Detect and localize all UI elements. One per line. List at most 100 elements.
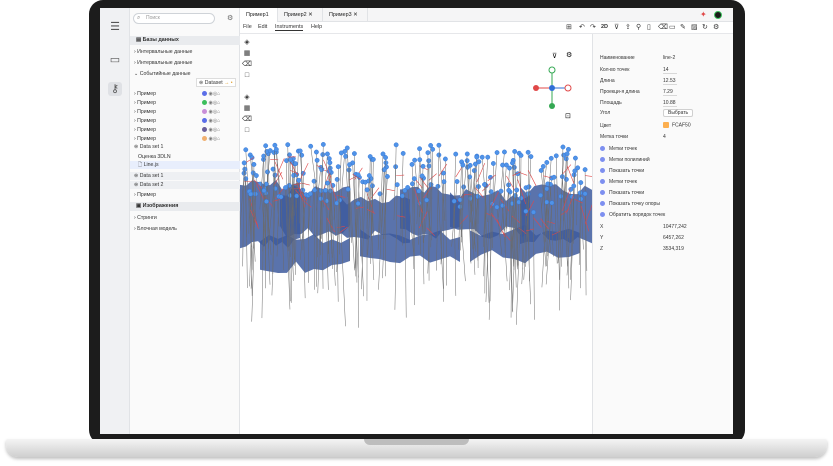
collar-point[interactable] [474,154,480,160]
collar-point[interactable] [324,198,330,204]
collar-point[interactable] [525,149,531,155]
collar-point[interactable] [545,181,551,187]
collar-point[interactable] [566,146,571,152]
point-cloud-scene[interactable] [240,34,592,434]
settings-icon[interactable]: ⚙ [713,24,720,31]
square-icon[interactable]: □ [244,127,250,134]
collar-point[interactable] [571,172,577,178]
collar-point[interactable] [538,168,544,173]
tree-block-model[interactable]: › Блочная модель [134,226,177,232]
collar-point[interactable] [558,193,564,199]
tree-example-1[interactable]: › Пример ◉◎⌂ [134,91,221,97]
collar-point[interactable] [264,199,269,204]
collar-point[interactable] [366,173,372,178]
gizmo-y-handle[interactable] [548,66,556,74]
collar-point[interactable] [344,145,350,151]
collar-point[interactable] [509,201,515,206]
collar-point[interactable] [571,183,577,189]
collar-point[interactable] [291,172,297,178]
collar-point[interactable] [308,143,314,149]
collar-point[interactable] [263,181,269,187]
collar-point[interactable] [510,160,515,166]
layer-color-dot[interactable] [202,136,207,142]
collar-point[interactable] [261,153,267,159]
collar-point[interactable] [506,187,512,193]
collar-point[interactable] [436,152,442,158]
2d-toggle[interactable]: 2D [601,24,609,30]
rocket-icon[interactable]: ✦ [700,10,707,19]
tree-example-6[interactable]: › Пример ◉◎⌂ [134,136,221,142]
collar-point[interactable] [385,174,390,179]
collar-point[interactable] [346,167,352,173]
collar-point[interactable] [514,187,520,193]
collar-point[interactable] [323,187,328,193]
collar-point[interactable] [482,182,487,187]
settings-icon[interactable]: ⚙ [227,15,234,22]
collar-point[interactable] [270,166,276,172]
tree-interval-2[interactable]: › Интервальные данные [134,60,193,66]
collar-point[interactable] [544,199,549,205]
eraser-icon[interactable]: ⌫ [658,24,668,31]
collar-point[interactable] [453,151,459,157]
collar-point[interactable] [364,187,370,193]
cube-icon[interactable]: ◈ [244,94,250,101]
collar-point[interactable] [436,142,442,148]
pencil-icon[interactable]: ✎ [680,24,686,31]
tree-estimate[interactable]: Оценка 3DLN [138,153,171,161]
3d-viewport[interactable]: ◈ ▦ ⌫ □ ◈ ▦ ⌫ □ ⊽ ⚙ ⊡ [240,34,592,434]
close-icon[interactable]: ✕ [353,12,358,18]
collar-point[interactable] [518,195,524,201]
avatar[interactable] [714,11,722,19]
images-header[interactable]: ▣ Изображения [130,202,240,211]
collar-point[interactable] [564,151,570,157]
collar-point[interactable] [318,196,324,202]
collar-point[interactable] [540,163,546,169]
collar-point[interactable] [582,191,588,197]
layer-color-dot[interactable] [202,109,207,115]
option-checkbox[interactable]: Метки полилиний [600,156,650,164]
collar-point[interactable] [297,148,303,154]
collar-point[interactable] [494,204,500,210]
collar-point[interactable] [293,161,298,167]
collar-point[interactable] [551,174,557,180]
collar-point[interactable] [381,167,387,173]
collar-point[interactable] [573,155,578,161]
collar-point[interactable] [417,157,423,163]
proj-length-value[interactable]: 7.29 [663,89,677,96]
collar-point[interactable] [283,185,288,190]
collar-point[interactable] [560,144,566,150]
collar-point[interactable] [426,163,432,169]
collar-point[interactable] [426,158,432,164]
collar-point[interactable] [285,142,291,148]
collar-point[interactable] [318,188,324,194]
collar-point[interactable] [538,192,543,198]
collar-point[interactable] [471,168,477,173]
redo-icon[interactable]: ↷ [590,24,596,31]
collar-point[interactable] [370,156,376,162]
collar-point[interactable] [419,173,425,179]
collar-point[interactable] [265,169,270,175]
collar-point[interactable] [314,149,319,155]
tree-interval-1[interactable]: › Интервальные данные [134,49,193,55]
filter-icon[interactable]: ⊽ [552,53,558,60]
collar-point[interactable] [402,188,408,193]
collar-point[interactable] [267,148,273,153]
undo-icon[interactable]: ↶ [579,24,585,31]
tree-example-5[interactable]: › Пример ◉◎⌂ [134,127,221,133]
collar-point[interactable] [335,164,341,170]
visibility-icons[interactable]: ◉◎⌂ [208,91,221,97]
collar-point[interactable] [250,170,256,176]
collar-point[interactable] [367,154,373,159]
eraser-icon[interactable]: ⌫ [242,116,252,123]
collar-point[interactable] [242,166,248,172]
menu-instruments[interactable]: Instruments [275,24,304,31]
gizmo-x-handle[interactable] [533,85,539,91]
collar-point[interactable] [263,143,269,149]
export-icon[interactable]: ⇪ [625,24,631,31]
collar-point[interactable] [523,208,529,214]
collar-point[interactable] [278,194,284,200]
collar-point[interactable] [512,149,518,154]
point-mark-value[interactable]: 4 [663,134,666,140]
option-checkbox[interactable]: Метки точек [600,145,637,153]
settings-icon[interactable]: ⚙ [566,52,573,59]
